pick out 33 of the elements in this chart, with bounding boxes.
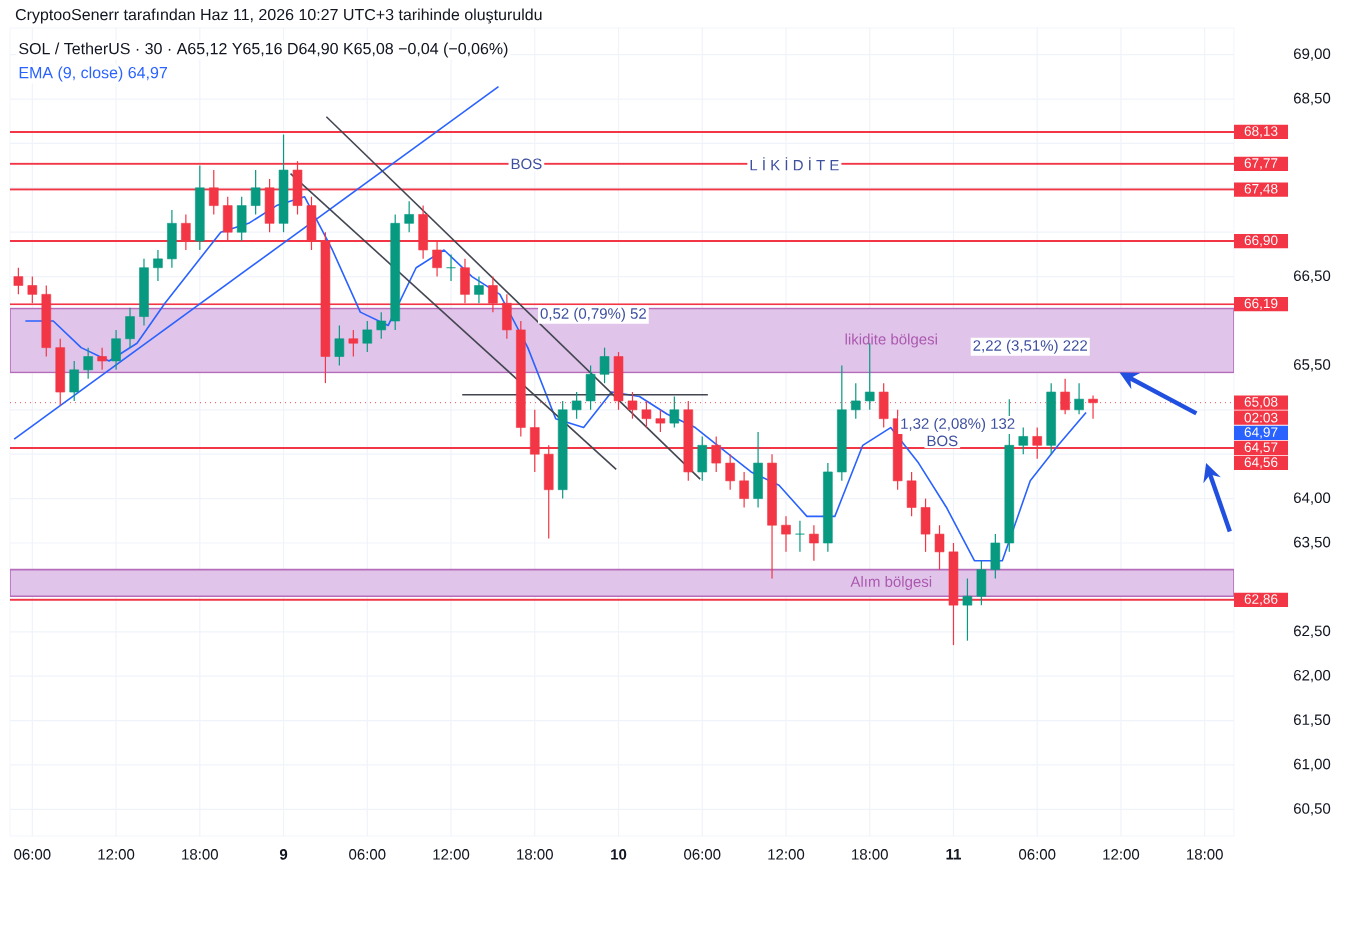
candlestick: [864, 342, 875, 411]
text: EMA (9, close): [19, 66, 123, 82]
candlestick: [362, 320, 373, 353]
candlestick: [13, 267, 24, 295]
candlestick: [348, 329, 359, 358]
candlestick: [83, 347, 93, 380]
candlestick: [781, 515, 791, 553]
candlestick: [851, 382, 861, 420]
candlestick: [69, 360, 79, 402]
candlestick: [111, 329, 121, 371]
candlestick: [1074, 382, 1084, 415]
candlestick: [697, 435, 708, 482]
candlestick: [125, 307, 135, 349]
candlestick: [669, 395, 680, 429]
candlestick: [153, 249, 163, 282]
candlestick: [404, 200, 414, 233]
candlestick: [1018, 426, 1029, 455]
candlestick: [236, 196, 247, 242]
candlestick: [334, 324, 345, 366]
candlestick: [250, 169, 261, 216]
candlestick: [809, 524, 819, 562]
candlestick: [739, 471, 749, 509]
candlestick: [97, 347, 107, 371]
candlestick: [725, 453, 735, 491]
candlestick: [55, 338, 66, 406]
annotation: 64,97: [128, 66, 167, 81]
text: SOL / TetherUS · 30 · A65,12 Y65,16 D64,90 K65,08 −0,04 (−0,06%): [19, 42, 508, 58]
candlestick: [474, 276, 484, 304]
candlestick: [167, 209, 177, 269]
candlestick: [795, 520, 805, 553]
candlestick: [753, 431, 763, 509]
candlestick: [376, 311, 387, 340]
chart-title: CryptooSenerr tarafından Haz 11, 2026 10:27 UTC+3 tarihinde oluşturuldu: [15, 8, 542, 24]
